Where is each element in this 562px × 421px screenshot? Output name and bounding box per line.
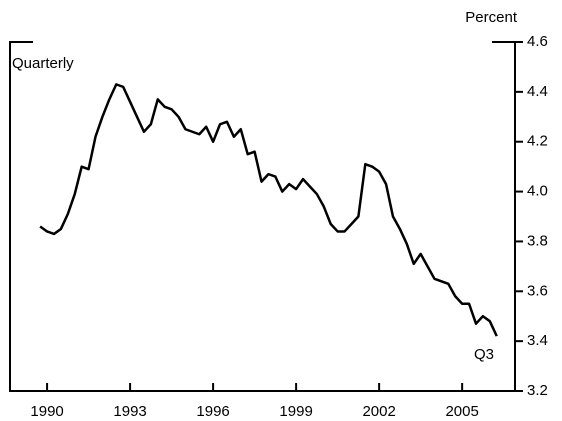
annotation: Q3 — [474, 346, 494, 363]
x-tick-label: 2005 — [445, 403, 478, 420]
x-tick-label: 1990 — [30, 403, 63, 420]
annotation: Quarterly — [12, 55, 74, 72]
y-tick-label: 4.2 — [527, 133, 548, 150]
y-tick-label: 4.4 — [527, 83, 548, 100]
y-axis-label: Percent — [465, 9, 518, 26]
x-tick-label: 2002 — [362, 403, 395, 420]
x-tick-label: 1996 — [196, 403, 229, 420]
axis-frame — [9, 41, 516, 392]
data-line — [39, 83, 498, 337]
y-tick-label: 3.6 — [527, 282, 548, 299]
x-tick-label: 1993 — [113, 403, 146, 420]
y-tick-label: 3.8 — [527, 232, 548, 249]
y-tick-label: 4.0 — [527, 183, 548, 200]
y-tick-label: 4.6 — [527, 33, 548, 50]
y-tick-label: 3.2 — [527, 382, 548, 399]
y-tick-label: 3.4 — [527, 332, 548, 349]
x-tick-label: 1999 — [279, 403, 312, 420]
